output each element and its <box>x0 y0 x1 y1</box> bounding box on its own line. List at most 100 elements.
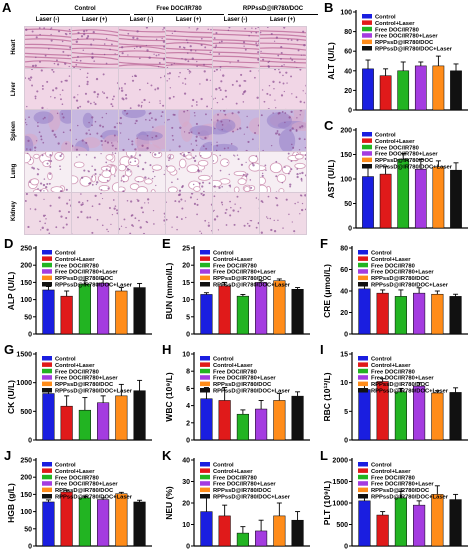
panel-label: H <box>162 342 171 357</box>
bar <box>431 392 444 441</box>
legend-swatch <box>200 250 210 255</box>
y-tick-label: 60 <box>340 267 348 274</box>
legend-label: Control <box>55 357 76 363</box>
legend-swatch <box>200 388 210 393</box>
bar <box>291 289 304 335</box>
y-tick-label: 200 <box>20 263 32 270</box>
bar-chart-d: D ALP (U/L) 0 50 100 150 200 250 ControlControl+… <box>4 236 152 339</box>
histology-image <box>212 192 260 235</box>
histology-image <box>259 150 307 193</box>
bar-chart-l: L PLT (10⁹/L) 0 500 1000 1500 2000 ControlContr… <box>320 448 468 551</box>
histology-image <box>212 67 260 110</box>
y-axis-label: CRE (μmol/L) <box>322 264 332 318</box>
legend-label: RPPssD@IR780/DOC+Laser <box>213 389 291 395</box>
histology-image <box>212 150 260 193</box>
y-tick-label: 5 <box>344 409 348 416</box>
bar <box>449 392 462 441</box>
legend-swatch <box>358 262 368 268</box>
y-tick-label: 100 <box>340 10 352 17</box>
legend-label: Control+Laser <box>55 257 95 263</box>
bar <box>273 280 286 335</box>
y-tick-label: 0 <box>186 332 190 339</box>
group-header: Free DOC/IR780 <box>156 6 202 12</box>
y-tick-label: 25 <box>182 246 190 253</box>
y-tick-label: 0 <box>344 438 348 445</box>
legend-label: Free DOC/IR780 <box>213 263 257 269</box>
panel-label: D <box>4 236 13 251</box>
bar <box>97 282 110 335</box>
legend-label: Free DOC/IR780+Laser <box>375 152 438 158</box>
bar <box>432 166 445 229</box>
legend-swatch <box>200 494 210 499</box>
y-tick-label: 20 <box>340 310 348 317</box>
legend-label: Free DOC/IR780+Laser <box>371 270 434 276</box>
y-tick-label: 250 <box>20 458 32 465</box>
legend-swatch <box>362 132 372 137</box>
y-axis-label: ALT (U/L) <box>326 42 336 80</box>
condition-header: Laser (+) <box>175 17 202 23</box>
legend-label: RPPssD@IR780/DOC <box>55 488 114 494</box>
bar <box>379 75 392 111</box>
legend-label: Control+Laser <box>375 139 415 145</box>
y-tick-label: 10 <box>182 522 190 529</box>
legend-label: RPPssD@IR780/DOC <box>371 276 430 282</box>
y-tick-label: 0 <box>344 544 348 551</box>
legend-label: Control+Laser <box>213 257 253 263</box>
bar <box>200 398 213 441</box>
bar <box>236 532 249 547</box>
legend-label: Free DOC/IR780 <box>213 475 257 481</box>
y-axis-label: AST (U/L) <box>326 159 336 198</box>
legend-label: Control <box>371 251 392 257</box>
legend-swatch <box>200 362 210 367</box>
legend-label: RPPssD@IR780/DOC <box>213 488 272 494</box>
bar <box>394 296 407 335</box>
legend-swatch <box>42 362 52 367</box>
legend-label: Control+Laser <box>375 21 415 27</box>
histology-image <box>71 109 119 152</box>
legend-label: Free DOC/IR780 <box>371 475 415 481</box>
histology-image <box>24 26 72 69</box>
bar-chart-j: J HGB (g/L) 0 50 100 150 200 250 ControlControl+… <box>4 448 152 551</box>
legend-swatch <box>200 381 210 387</box>
condition-header: Laser (-) <box>223 17 248 23</box>
bar-chart-e: E BUN (mmol/L) 0 5 10 15 20 25 ControlControl+La… <box>162 236 310 339</box>
bar <box>394 497 407 547</box>
legend-swatch <box>358 474 368 480</box>
legend-swatch <box>42 388 52 393</box>
bar <box>358 389 371 441</box>
bar <box>432 65 445 111</box>
y-tick-label: 20 <box>182 263 190 270</box>
y-tick-label: 150 <box>20 280 32 287</box>
bar <box>60 405 73 441</box>
legend-label: RPPssD@IR780/DOC+Laser <box>55 495 133 501</box>
y-tick-label: 20 <box>344 88 352 95</box>
histology-image <box>118 26 166 69</box>
group-header: Control <box>74 6 96 12</box>
y-axis-label: ALP (U/L) <box>6 272 16 311</box>
y-tick-label: 0 <box>186 438 190 445</box>
y-tick-label: 10 <box>182 352 190 359</box>
legend-swatch <box>358 462 368 467</box>
legend-swatch <box>358 362 368 367</box>
legend-swatch <box>42 269 52 274</box>
condition-header: Laser (+) <box>81 17 108 23</box>
legend-swatch <box>200 481 210 486</box>
y-tick-label: 1500 <box>16 352 32 359</box>
legend-label: Control+Laser <box>371 469 411 475</box>
y-tick-label: 8 <box>186 369 190 376</box>
legend-swatch <box>358 388 368 393</box>
bar <box>218 515 231 547</box>
legend-swatch <box>42 282 52 287</box>
legend-swatch <box>362 14 372 19</box>
histology-image <box>165 26 213 69</box>
legend-label: Free DOC/IR780+Laser <box>213 270 276 276</box>
bar <box>133 501 146 547</box>
histology-image <box>259 67 307 110</box>
bar-chart-c: C AST (U/L) 0 50 100 150 200 ControlControl+Las… <box>324 118 468 233</box>
y-tick-label: 50 <box>344 201 352 208</box>
legend-swatch <box>42 275 52 281</box>
legend-swatch <box>200 375 210 380</box>
histology-image <box>165 192 213 235</box>
